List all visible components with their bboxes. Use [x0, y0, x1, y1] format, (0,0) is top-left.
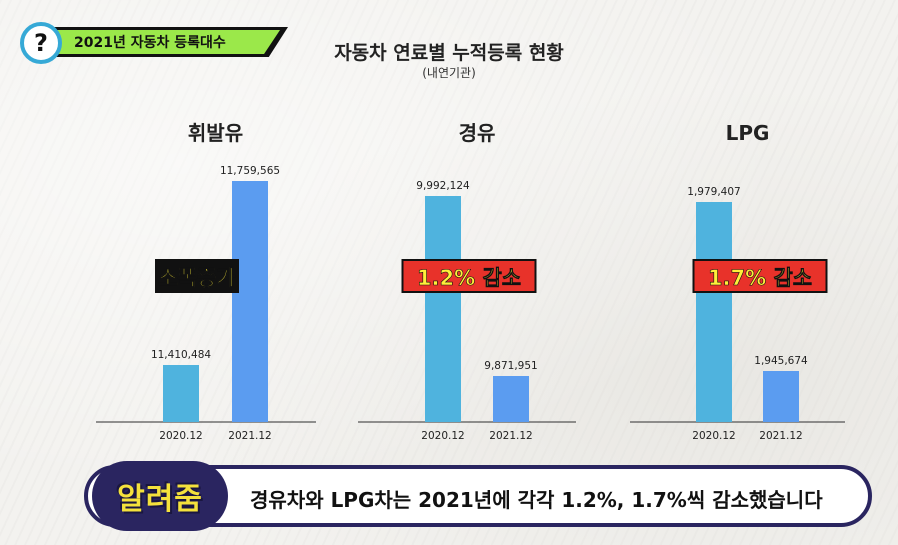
chart-title-0: 휘발유 — [188, 121, 243, 145]
data-label-1-0: 9,992,124 — [416, 180, 470, 192]
data-label-1-1: 9,871,951 — [484, 360, 537, 372]
tag-label: 2021년 자동차 등록대수 — [52, 30, 280, 54]
page-subtitle: (내연기관) — [422, 66, 476, 80]
tick-label-2-1: 2021.12 — [759, 430, 802, 442]
chart-title-2: LPG — [726, 121, 770, 145]
callout-text-2: 1.7% 감소 — [708, 266, 812, 290]
page-title: 자동차 연료별 누적등록 현황 — [334, 42, 564, 64]
callout-box-1 — [401, 259, 537, 293]
bar-1-1 — [493, 376, 529, 422]
bar-2-1 — [763, 371, 799, 422]
bar-1-0 — [425, 196, 461, 422]
callout-text-0: 소폭증가 — [158, 266, 236, 290]
tick-label-1-1: 2021.12 — [489, 430, 532, 442]
tick-label-0-1: 2021.12 — [228, 430, 271, 442]
bar-0-1 — [232, 181, 268, 422]
bar-2-0 — [696, 202, 732, 422]
tick-label-2-0: 2020.12 — [692, 430, 735, 442]
data-label-0-0: 11,410,484 — [151, 349, 211, 361]
data-label-2-1: 1,945,674 — [754, 355, 808, 367]
tick-label-1-0: 2020.12 — [421, 430, 464, 442]
callout-text-1: 1.2% 감소 — [417, 266, 521, 290]
caption-banner-label: 알려줌 — [92, 461, 228, 531]
callout-box-0 — [155, 259, 239, 293]
bar-0-0 — [163, 365, 199, 422]
callout-box-2 — [692, 259, 828, 293]
tick-label-0-0: 2020.12 — [159, 430, 202, 442]
data-label-2-0: 1,979,407 — [687, 186, 740, 198]
chart-title-1: 경유 — [459, 121, 496, 145]
caption-banner-text: 경유차와 LPG차는 2021년에 각각 1.2%, 1.7%씩 감소했습니다 — [250, 488, 823, 512]
data-label-0-1: 11,759,565 — [220, 165, 280, 177]
question-badge-icon: ? — [20, 22, 62, 64]
